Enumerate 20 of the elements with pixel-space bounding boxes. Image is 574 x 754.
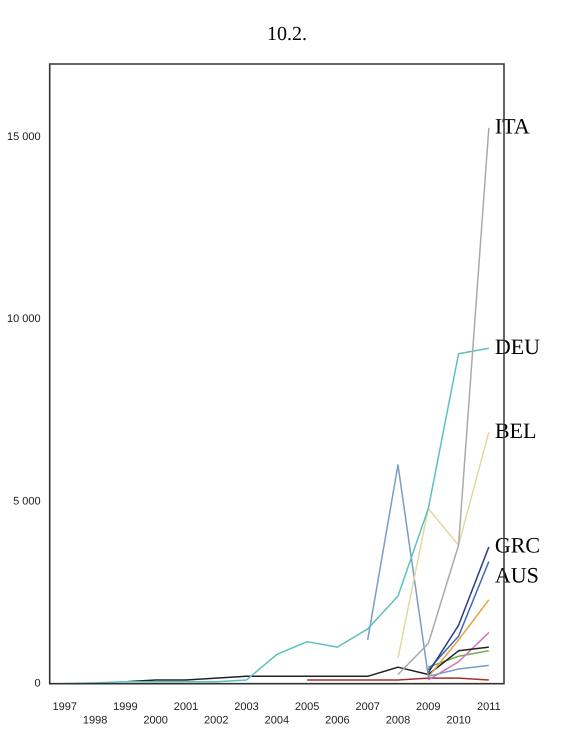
y-tick-label: 5 000	[13, 495, 41, 508]
x-tick-label: 2008	[386, 714, 410, 726]
x-tick-label: 1998	[82, 714, 108, 726]
x-tick-label: 1999	[113, 701, 138, 714]
x-tick-label: 2004	[264, 714, 290, 726]
x-tick-label: 2006	[325, 714, 350, 726]
y-tick-label: 0	[34, 678, 41, 690]
x-tick-label: 2003	[234, 701, 259, 714]
x-tick-label: 1997	[52, 701, 78, 714]
x-tick-label: 2011	[477, 701, 501, 714]
x-tick-label: 2005	[294, 701, 320, 714]
x-tick-label: 2000	[143, 714, 168, 726]
y-tick-label: 15 000	[6, 130, 41, 143]
y-tick-label: 10 000	[6, 313, 41, 326]
x-tick-label: 2002	[204, 714, 228, 726]
x-tick-label: 2007	[355, 701, 380, 714]
x-tick-label: 2009	[416, 701, 441, 714]
chart-title: 10.2.	[266, 22, 308, 47]
x-tick-label: 2001	[174, 701, 198, 714]
x-tick-label: 2010	[446, 714, 471, 726]
